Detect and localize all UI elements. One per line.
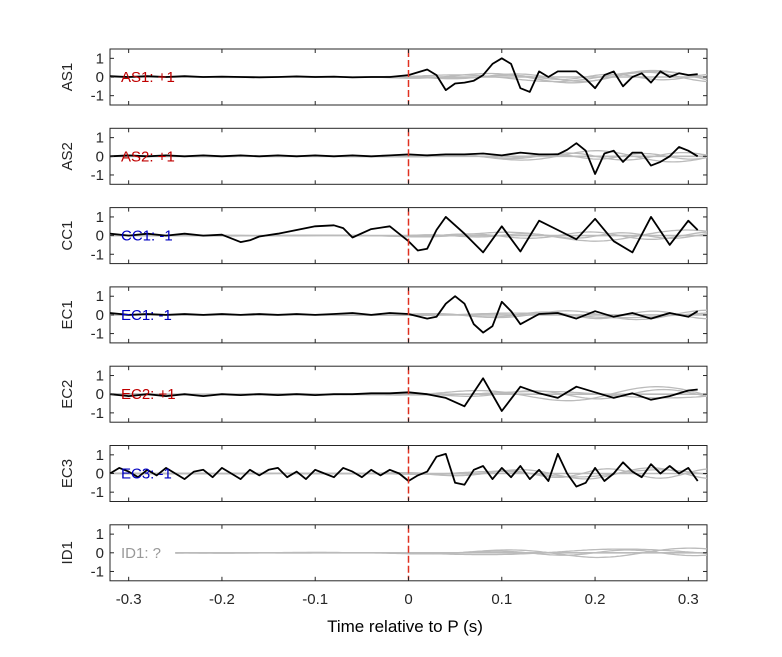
panel-as1-ytick-label: -1 [91, 88, 104, 105]
panel-ec1-trace [109, 295, 699, 334]
panel-ec3-ytick-label: -1 [91, 484, 104, 501]
panel-id1-ytick-label: -1 [91, 563, 104, 580]
xtick-label: 0.2 [585, 591, 606, 608]
panel-ec1-ytick-label: -1 [91, 326, 104, 343]
panel-ec1-ylabel: EC1 [59, 300, 76, 329]
panel-ec1-ytick-label: 0 [96, 307, 104, 324]
x-axis-label: Time relative to P (s) [327, 617, 483, 636]
panel-ec1-annotation: EC1: -1 [121, 307, 172, 324]
panel-as2-trace [109, 142, 699, 175]
xtick-label: 0 [404, 591, 412, 608]
panel-ec2-ytick-label: 0 [96, 386, 104, 403]
panel-cc1-annotation: CC1: -1 [121, 228, 173, 245]
panel-as2-ytick-label: 1 [96, 130, 104, 147]
panel-cc1-ytick-label: -1 [91, 246, 104, 263]
panel-as1-annotation: AS1: +1 [121, 69, 175, 86]
xtick-label: -0.1 [302, 591, 328, 608]
panel-as2-ylabel: AS2 [59, 142, 76, 170]
panel-cc1-ytick-label: 1 [96, 209, 104, 226]
panel-ec3-trace [109, 453, 699, 488]
xtick-label: 0.1 [491, 591, 512, 608]
panel-cc1-ylabel: CC1 [59, 221, 76, 251]
panel-ec2-ytick-label: 1 [96, 368, 104, 385]
panel-ec2-ytick-label: -1 [91, 405, 104, 422]
xtick-label: 0.3 [678, 591, 699, 608]
panel-ec3-ytick-label: 1 [96, 447, 104, 464]
panel-ec1-ytick-label: 1 [96, 288, 104, 305]
panel-as2-ytick-label: -1 [91, 167, 104, 184]
panel-cc1-ytick-label: 0 [96, 228, 104, 245]
panel-ec2-ylabel: EC2 [59, 380, 76, 409]
panel-id1-ytick-label: 0 [96, 545, 104, 562]
panel-id1-ytick-label: 1 [96, 526, 104, 543]
panel-as2-annotation: AS2: +1 [121, 148, 175, 165]
panel-as1-ytick-label: 1 [96, 50, 104, 67]
panel-ec2-annotation: EC2: +1 [121, 386, 176, 403]
panel-as2-ytick-label: 0 [96, 148, 104, 165]
xtick-label: -0.2 [209, 591, 235, 608]
panel-ec3-ylabel: EC3 [59, 459, 76, 488]
panel-as1-ylabel: AS1 [59, 63, 76, 91]
panel-ec3-ytick-label: 0 [96, 466, 104, 483]
panel-id1-ylabel: ID1 [59, 541, 76, 564]
panel-id1-annotation: ID1: ? [121, 545, 161, 562]
xtick-label: -0.3 [116, 591, 142, 608]
panel-as1-ytick-label: 0 [96, 69, 104, 86]
panel-as1-trace [109, 57, 698, 93]
panel-ec3-annotation: EC3: -1 [121, 466, 172, 483]
